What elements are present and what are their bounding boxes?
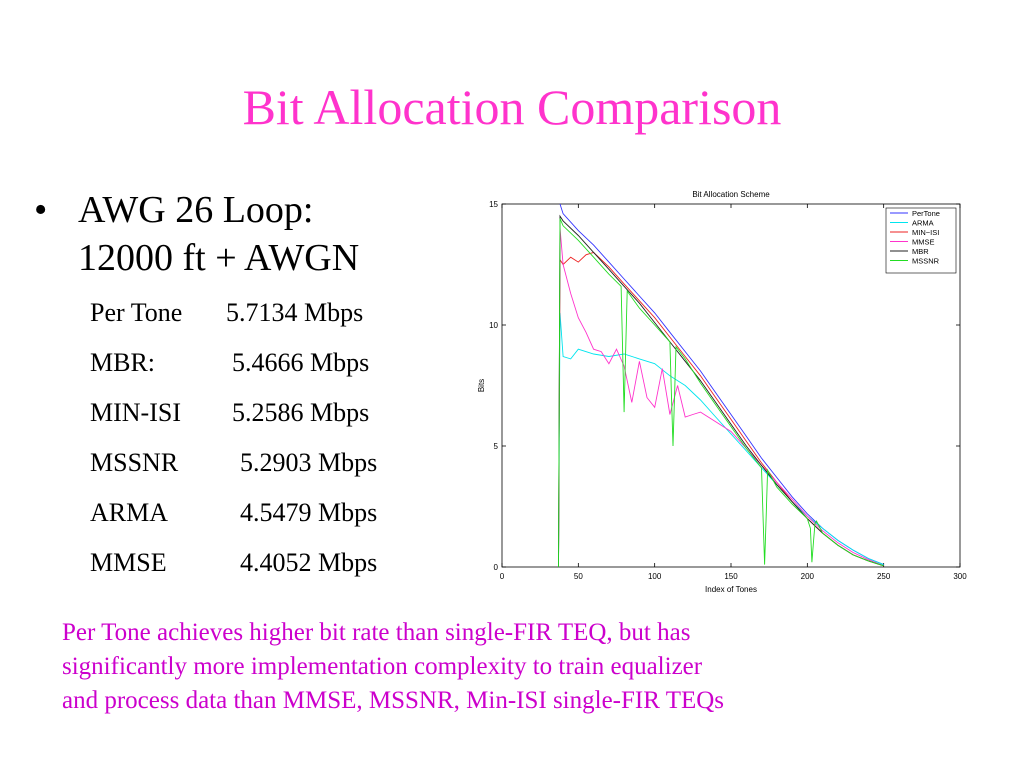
x-tick-label: 250 [877, 572, 891, 581]
x-tick-label: 50 [574, 572, 583, 581]
bullet-text: AWG 26 Loop: 12000 ft + AWGN [78, 186, 438, 282]
note-line-1: Per Tone achieves higher bit rate than s… [62, 619, 691, 646]
bit-allocation-chart: 0 50 100 150 200 250 300 0 5 10 15 Bit Allocation S… [477, 190, 967, 594]
legend-label: MIN−ISI [912, 228, 939, 237]
bitrate-value: 4.5479 Mbps [240, 498, 378, 527]
series-line [558, 228, 884, 568]
x-tick-label: 0 [500, 572, 505, 581]
bitrate-value: 5.2586 Mbps [232, 398, 370, 427]
y-tick-label: 10 [489, 321, 498, 330]
bitrate-name: ARMA [90, 498, 169, 527]
summary-note: Per Tone achieves higher bit rate than s… [62, 616, 992, 718]
y-tick-label: 0 [494, 563, 499, 572]
legend-label: MSSNR [912, 257, 940, 266]
y-tick-label: 5 [494, 442, 499, 451]
x-tick-label: 300 [953, 572, 967, 581]
bitrate-value: 5.7134 Mbps [226, 298, 364, 327]
plot-frame [501, 203, 961, 568]
bitrate-value: 5.4666 Mbps [232, 348, 370, 377]
legend-label: MBR [912, 247, 929, 256]
bullet-line-2: 12000 ft + AWGN [78, 237, 360, 279]
x-tick-label: 150 [724, 572, 738, 581]
bitrate-name: MBR: [90, 348, 156, 377]
y-axis-label: Bits [477, 379, 486, 392]
bitrate-name: MIN-ISI [90, 398, 181, 427]
note-line-3: and process data than MMSE, MSSNR, Min-I… [62, 687, 725, 714]
bitrate-name: MSSNR [90, 448, 179, 477]
x-tick-label: 200 [801, 572, 815, 581]
y-tick-label: 15 [489, 200, 498, 209]
bitrate-value: 5.2903 Mbps [240, 448, 378, 477]
x-axis-label: Index of Tones [705, 585, 757, 594]
legend-box [885, 207, 957, 274]
legend-label: MMSE [912, 238, 935, 247]
note-line-2: significantly more implementation comple… [62, 653, 703, 680]
bullet-line-1: AWG 26 Loop: [78, 189, 314, 231]
bitrate-name: MMSE [90, 548, 167, 577]
slide-title: Bit Allocation Comparison [242, 79, 782, 135]
series-line [558, 218, 884, 568]
bullet-marker: • [34, 189, 48, 231]
bitrate-name: Per Tone [90, 298, 183, 327]
x-tick-label: 100 [648, 572, 662, 581]
series-line [558, 312, 884, 568]
legend-label: ARMA [912, 219, 934, 228]
bitrate-value: 4.4052 Mbps [240, 548, 378, 577]
legend-label: PerTone [912, 209, 940, 218]
chart-title: Bit Allocation Scheme [692, 190, 770, 199]
